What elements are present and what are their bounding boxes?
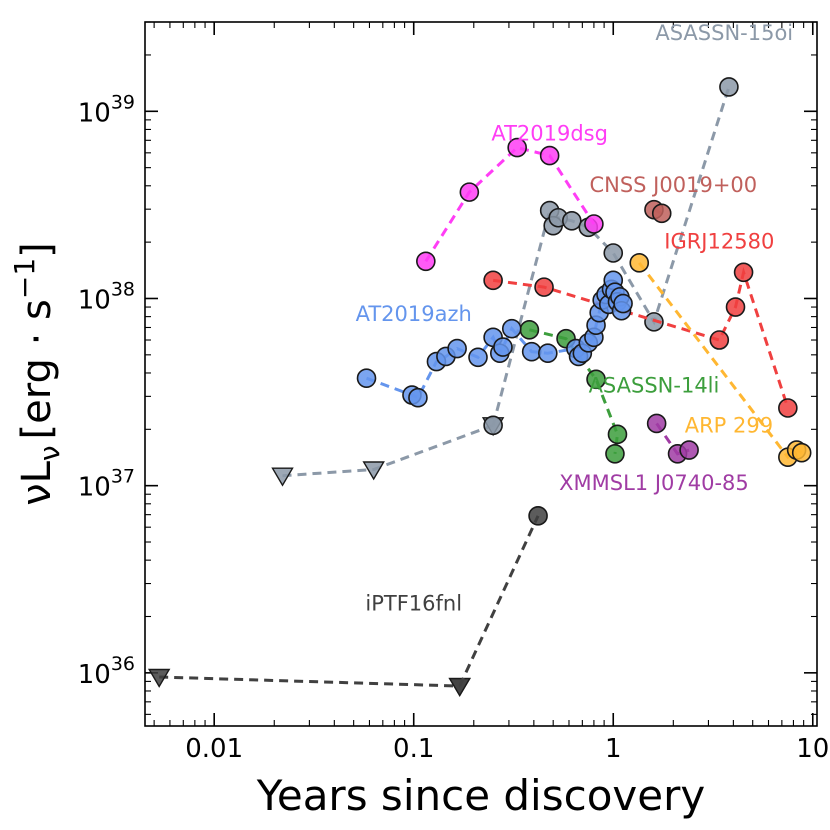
circle-marker bbox=[408, 387, 428, 408]
circle-marker bbox=[538, 343, 558, 364]
triangle-marker bbox=[362, 461, 385, 481]
y-axis-title: νLν [erg · s−1] bbox=[8, 242, 66, 506]
y-tick-label-base: 10 bbox=[78, 660, 111, 690]
series-iptf16fnl bbox=[147, 506, 548, 697]
x-tick-label: 10 bbox=[796, 734, 829, 764]
x-axis-title: Years since discovery bbox=[256, 771, 705, 820]
circle-marker bbox=[679, 440, 699, 460]
circle-marker bbox=[447, 338, 467, 359]
series-line bbox=[159, 675, 460, 688]
circle-marker bbox=[539, 145, 560, 166]
y-tick-label-exp: 37 bbox=[111, 466, 135, 488]
circle-marker bbox=[534, 277, 554, 297]
x-tick-labels: 0.01 0.1 1 10 bbox=[185, 734, 829, 764]
y-tick-label-base: 10 bbox=[78, 473, 111, 503]
x-tick-label: 0.01 bbox=[185, 734, 243, 764]
y-tick-label: 1039 bbox=[78, 91, 135, 128]
triangle-marker bbox=[147, 668, 171, 688]
circle-marker bbox=[709, 330, 730, 350]
circle-marker bbox=[719, 77, 739, 97]
circle-marker bbox=[521, 341, 542, 362]
series-igrj12580 bbox=[483, 262, 798, 418]
series-asassn-14li bbox=[519, 320, 628, 464]
y-tick-label-exp: 38 bbox=[111, 278, 135, 300]
circle-marker bbox=[651, 203, 672, 224]
series-xmmsl1-j0740-85 bbox=[646, 413, 699, 464]
y-axis-title-sub: ν bbox=[33, 445, 66, 461]
series-label-at2019azh: AT2019azh bbox=[356, 302, 472, 326]
series-layer bbox=[147, 77, 812, 697]
circle-marker bbox=[607, 424, 628, 445]
series-cnss-j0019-00 bbox=[644, 199, 672, 224]
y-tick-label-exp: 39 bbox=[111, 91, 135, 113]
circle-marker bbox=[356, 368, 377, 389]
circle-marker bbox=[501, 318, 522, 339]
y-tick-label-base: 10 bbox=[78, 98, 111, 128]
triangle-marker bbox=[448, 677, 471, 697]
series-at2019dsg bbox=[416, 137, 604, 272]
series-line bbox=[492, 266, 790, 409]
series-label-asassn-15oi: ASASSN-15oi bbox=[655, 21, 793, 45]
series-label-xmmsl1-j0740-85: XMMSL1 J0740-85 bbox=[559, 471, 749, 495]
x-tick-label: 1 bbox=[605, 734, 622, 764]
circle-marker bbox=[468, 347, 488, 368]
series-asassn-15oi bbox=[271, 77, 739, 487]
circle-marker bbox=[483, 270, 503, 291]
circle-marker bbox=[459, 182, 480, 202]
circle-marker bbox=[493, 337, 513, 357]
series-arp-299 bbox=[629, 253, 812, 467]
plot-frame bbox=[144, 21, 818, 727]
circle-marker bbox=[603, 243, 624, 263]
y-tick-label-exp: 36 bbox=[111, 653, 135, 675]
y-axis-title-main: νL bbox=[14, 460, 60, 505]
circle-marker bbox=[605, 443, 625, 464]
circle-marker bbox=[733, 262, 754, 283]
circle-marker bbox=[416, 251, 436, 272]
circle-marker bbox=[584, 214, 604, 234]
series-at2019azh bbox=[356, 270, 633, 408]
circle-marker bbox=[528, 506, 548, 526]
series-label-arp-299: ARP 299 bbox=[685, 414, 773, 438]
circle-marker bbox=[791, 442, 812, 463]
series-line bbox=[458, 515, 540, 687]
x-tick-label: 0.1 bbox=[393, 734, 434, 764]
series-line bbox=[282, 423, 494, 478]
triangle-marker bbox=[271, 467, 294, 487]
y-tick-label: 1038 bbox=[78, 278, 135, 315]
circle-marker bbox=[778, 398, 798, 418]
circle-marker bbox=[644, 312, 664, 332]
circle-marker bbox=[586, 369, 606, 390]
series-label-iptf16fnl: iPTF16fnl bbox=[365, 592, 462, 616]
series-labels: ASASSN-15oi AT2019dsg CNSS J0019+00 IGRJ125… bbox=[356, 21, 794, 615]
y-tick-label: 1037 bbox=[78, 466, 135, 503]
circle-marker bbox=[507, 137, 527, 158]
circle-marker bbox=[562, 211, 582, 231]
circle-marker bbox=[483, 415, 503, 436]
circle-marker bbox=[519, 320, 540, 340]
major-ticks bbox=[145, 22, 817, 726]
series-label-cnss-j0019-00: CNSS J0019+00 bbox=[589, 173, 757, 197]
series-label-at2019dsg: AT2019dsg bbox=[491, 121, 608, 145]
circle-marker bbox=[613, 293, 633, 314]
series-line bbox=[424, 145, 596, 263]
y-tick-label-base: 10 bbox=[78, 285, 111, 315]
series-label-asassn-14li: ASASSN-14li bbox=[589, 373, 720, 397]
series-label-igrj12580: IGRJ12580 bbox=[664, 229, 774, 253]
y-axis-title-unit: [erg · s bbox=[14, 299, 60, 439]
circle-marker bbox=[725, 297, 746, 317]
y-axis-title-close: ] bbox=[14, 242, 60, 258]
y-tick-label: 1036 bbox=[78, 653, 135, 690]
circle-marker bbox=[629, 253, 650, 273]
circle-marker bbox=[646, 413, 667, 434]
y-axis-title-exp: −1 bbox=[8, 258, 41, 299]
